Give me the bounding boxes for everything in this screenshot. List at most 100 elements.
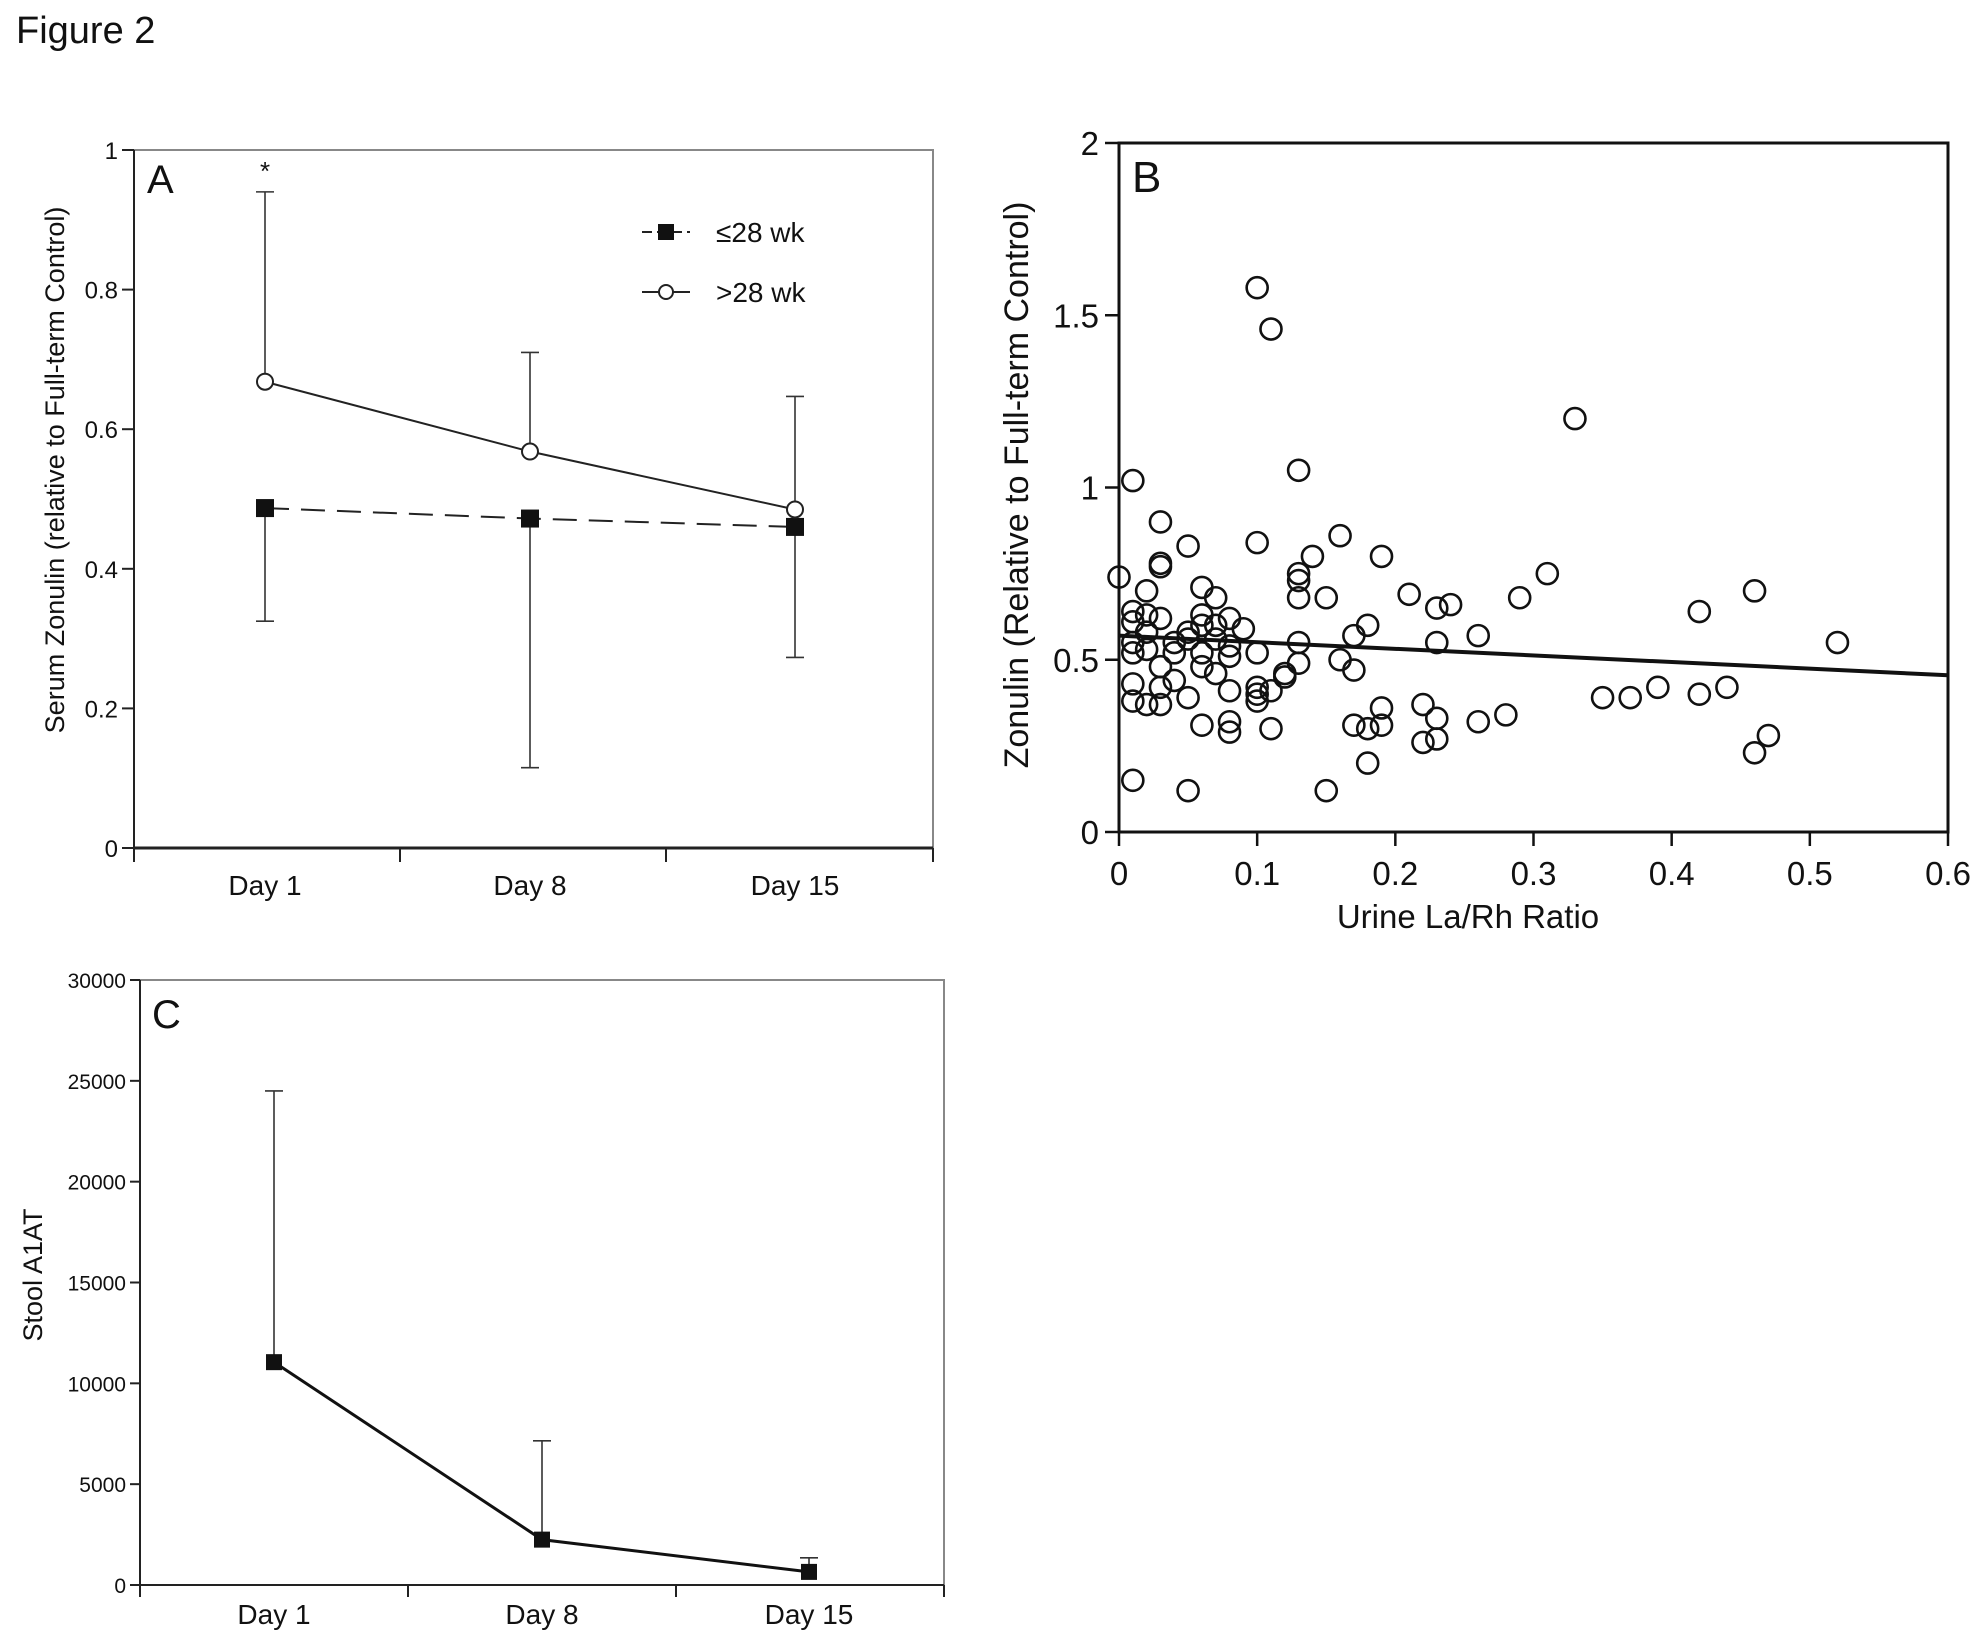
panel-c-letter: C [152,993,181,1037]
panel-b-scatter-point [1148,510,1173,534]
panel-b-scatter-point [1715,675,1739,700]
panel-b-scatter-point [1217,644,1242,669]
panel-a-point-square [256,499,274,518]
panel-a-y-tick-label: 0.4 [85,557,118,584]
panel-b-scatter-point [1646,675,1670,700]
panel-b-scatter-point [1507,585,1532,610]
panel-c-x-tick-label: Day 8 [505,1599,578,1630]
panel-b-scatter-point [1190,613,1214,638]
panel-c-y-tick-label: 30000 [68,970,126,993]
panel-b-scatter-point [1411,730,1435,755]
panel-b-scatter-point [1190,654,1214,679]
panel-b-scatter-point [1314,778,1339,803]
panel-b-scatter-point [1328,523,1352,548]
panel-c-chart: 0 5000 10000 15000 20000 25000 30000 Day 1 Day 8… [68,970,945,1630]
panel-b-scatter-point [1286,568,1311,593]
panel-b-scatter-point [1245,275,1269,300]
panel-b-plot-frame [1117,141,1950,834]
panel-c-y-tick-label: 5000 [79,1474,126,1497]
panel-c-y-tick-label: 15000 [68,1273,126,1296]
panel-b-scatter-point [1231,616,1256,641]
panel-b-scatter-point [1300,544,1325,569]
panel-c-y-tick-label: 0 [114,1575,126,1598]
panel-b-scatter-point [1259,716,1283,741]
panel-b-x-tick-label: 0.4 [1649,855,1695,892]
panel-a-significance-annotation: * [260,156,270,186]
panel-a-point-square [786,517,804,536]
panel-b-scatter-point [1742,579,1767,603]
panel-b-scatter-point [1134,603,1159,627]
panel-b-scatter-point [1176,534,1200,558]
panel-c-y-tick-label: 20000 [68,1172,126,1195]
panel-a-y-tick-label: 0.2 [85,696,118,723]
panel-b-scatter-point [1217,634,1242,658]
panel-b-y-axis-label: Zonulin (Relative to Full-term Control) [998,202,1036,769]
panel-a-point-circle [786,500,804,519]
panel-b-scatter-point [1203,585,1228,610]
panel-b-scatter-point [1355,751,1380,775]
panel-a-x-tick-label: Day 8 [493,870,566,901]
panel-a-x-tick-label: Day 1 [228,870,301,901]
panel-a-y-axis-label: Serum Zonulin (relative to Full-term Con… [40,207,70,734]
panel-b-scatter-point [1286,585,1311,610]
figure-title: Figure 2 [16,10,156,52]
panel-b-scatter-point [1494,703,1518,727]
panel-b-y-tick-label: 1.5 [1053,297,1099,334]
panel-b-scatter-point [1148,675,1173,700]
panel-b-scatter-point [1563,406,1587,431]
panel-b-letter: B [1132,153,1161,202]
panel-b-scatter-point [1245,689,1269,713]
panel-b-scatter-point [1369,713,1394,738]
panel-c-point-square [534,1531,550,1548]
panel-c-point-square [801,1563,817,1580]
panel-b-scatter-point [1217,709,1242,734]
panel-a-y-tick-label: 0.6 [85,417,118,444]
panel-b-scatter-point [1176,685,1200,710]
panel-a-y-tick-label: 0 [105,836,118,863]
panel-b-scatter-point [1162,668,1187,693]
panel-c-x-tick-label: Day 15 [765,1599,854,1630]
panel-b-scatter-point [1314,585,1339,610]
panel-a-x-tick-label: Day 15 [751,870,840,901]
panel-b-scatter-point [1355,613,1380,638]
panel-b-scatter-point [1466,709,1491,734]
panel-b-scatter-point [1107,565,1131,589]
panel-b-y-tick-label: 0 [1081,814,1099,851]
panel-b-scatter-point [1176,778,1200,803]
panel-b-x-tick-label: 0 [1110,855,1128,892]
panel-c-y-axis-label: Stool A1AT [18,1208,48,1341]
panel-c-x-tick-label: Day 1 [237,1599,310,1630]
panel-b-scatter-point [1190,641,1214,665]
panel-b-scatter-point [1245,682,1269,707]
panel-b-scatter-point [1438,592,1463,617]
panel-b-scatter-point [1217,678,1242,703]
panel-b-scatter-point [1742,740,1767,765]
panel-b-scatter-point [1424,596,1449,620]
panel-b-scatter-point [1535,561,1560,586]
panel-c-y-tick-label: 10000 [68,1373,126,1396]
panel-b-trend-line [1118,633,1949,678]
panel-b-scatter-point [1121,641,1145,665]
panel-b-scatter-point [1286,458,1311,483]
panel-c-point-square [266,1354,282,1371]
panel-b-scatter-point [1286,561,1311,586]
panel-b-scatter-point [1148,606,1173,631]
panel-b-scatter-point [1424,706,1449,731]
panel-b-chart: 0 0.1 0.2 0.3 0.4 0.5 0.6 0 0.5 1 1.5 2 [1053,125,1971,892]
panel-b-scatter-point [1259,317,1283,341]
panel-a-legend-label: ≤28 wk [716,217,806,248]
panel-b-x-axis-label: Urine La/Rh Ratio [1337,898,1599,935]
panel-b-scatter-point [1190,575,1214,600]
panel-b-x-tick-label: 0.3 [1511,855,1557,892]
panel-b-x-tick-label: 0.2 [1372,855,1418,892]
panel-b-y-tick-label: 2 [1081,125,1099,162]
panel-b-scatter-point [1618,685,1643,710]
panel-b-scatter-point [1369,696,1394,720]
panel-b-scatter-point [1286,651,1311,675]
panel-b-scatter-point [1342,713,1366,738]
panel-a-point-circle [521,442,539,461]
panel-b-scatter-point [1245,530,1269,555]
panel-b-scatter-point [1203,613,1228,638]
panel-b-scatter-point [1162,641,1187,665]
